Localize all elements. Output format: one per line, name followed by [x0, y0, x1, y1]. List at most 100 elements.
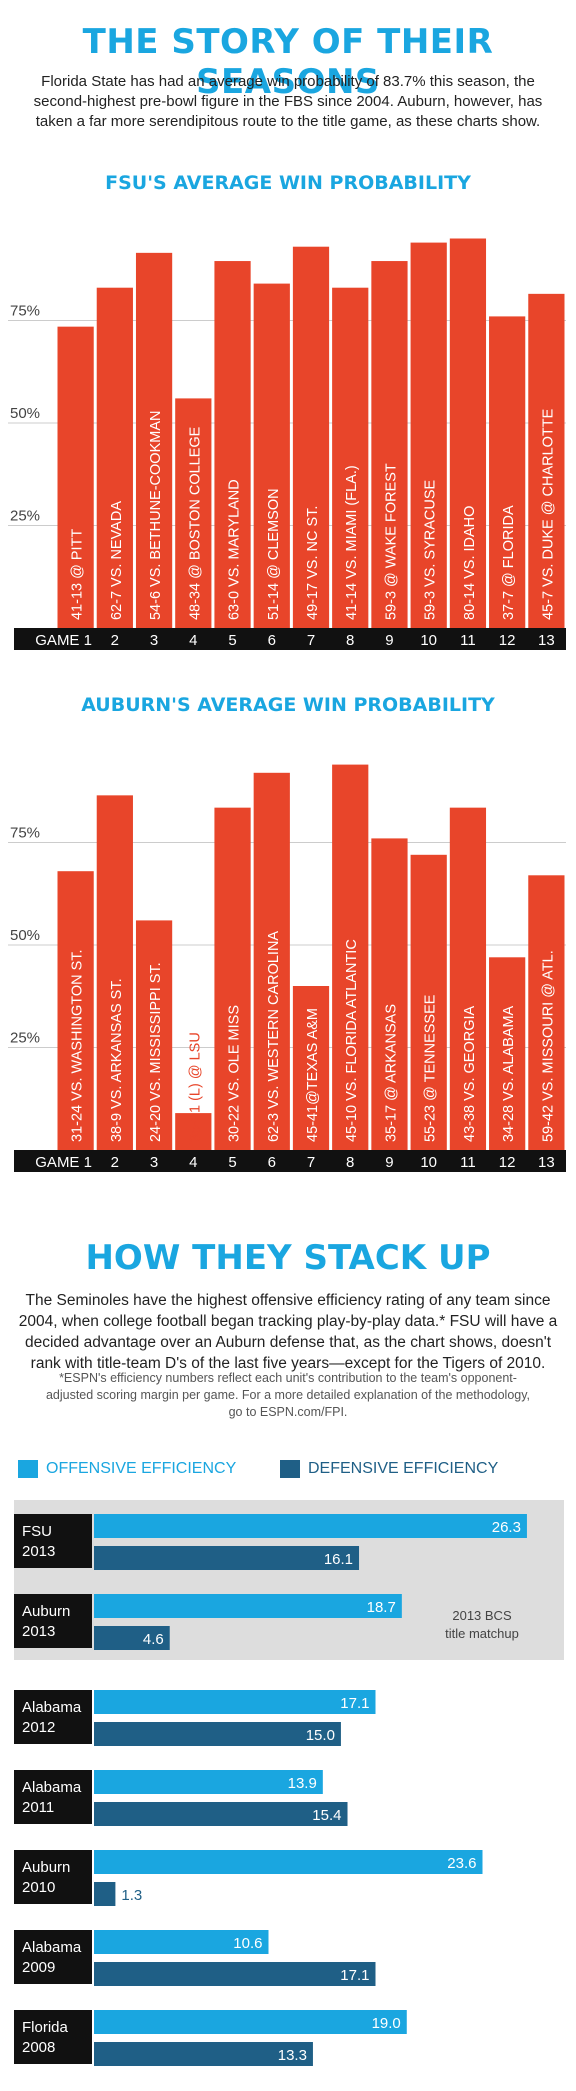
auburn-category-label: 13	[538, 1154, 555, 1171]
defense-bar	[94, 1626, 170, 1650]
fsu-category-label: 3	[150, 632, 158, 649]
efficiency-chart: FSU 2013 26.3 16.1 Auburn 2013 18.7 4.6 Alabama 2…	[14, 1500, 564, 2066]
highlight-note-line1: 2013 BCS	[452, 1608, 512, 1623]
fsu-game-label: 41-14 VS. MIAMI (FLA.)	[344, 465, 360, 620]
defense-bar	[94, 1962, 376, 1986]
stack-title: HOW THEY STACK UP	[85, 1238, 491, 1278]
auburn-category-label: 2	[111, 1154, 119, 1171]
offense-value-label: 17.1	[340, 1695, 369, 1712]
fsu-bar	[371, 261, 408, 628]
auburn-bar	[449, 807, 487, 1150]
offense-value-label: 10.6	[233, 1935, 262, 1952]
fsu-bar	[175, 398, 212, 628]
offense-swatch	[18, 1460, 38, 1478]
fsu-bar	[489, 316, 526, 628]
fsu-win-probability-chart: 25% 50% 75% 41-13 @ PITT 62-7 VS. NEVADA 54-6…	[8, 238, 566, 650]
fsu-category-label: 13	[538, 632, 555, 649]
intro-text: Florida State has had an average win pro…	[33, 73, 543, 130]
defense-value-label: 4.6	[143, 1631, 164, 1648]
fsu-category-label: 2	[111, 632, 119, 649]
fsu-category-label: GAME 1	[35, 632, 92, 649]
team-label-block	[14, 1930, 92, 1984]
fsu-category-label: 12	[499, 632, 516, 649]
auburn-game-label: 43-38 VS. GEORGIA	[462, 1005, 478, 1142]
fsu-bar	[292, 246, 330, 628]
defense-bar	[94, 1546, 360, 1570]
fsu-ytick-label: 50%	[10, 405, 40, 422]
auburn-bar	[410, 854, 447, 1150]
team-year: 2013	[22, 1543, 55, 1560]
auburn-game-label: 38-9 VS. ARKANSAS ST.	[109, 978, 125, 1142]
offense-bar	[94, 1770, 323, 1794]
offense-bar	[94, 1594, 402, 1618]
offense-value-label: 13.9	[288, 1775, 317, 1792]
defense-value-label: 16.1	[324, 1551, 353, 1568]
auburn-category-label: 7	[307, 1154, 315, 1171]
auburn-game-label: 59-42 VS. MISSOURI @ ATL.	[540, 950, 556, 1142]
team-name: Florida	[22, 2019, 69, 2036]
offense-value-label: 18.7	[367, 1599, 396, 1616]
fsu-category-label: 7	[307, 632, 315, 649]
offense-bar	[94, 1690, 376, 1714]
auburn-game-label: 45-41@TEXAS A&M	[305, 1008, 321, 1142]
auburn-category-label: 5	[228, 1154, 236, 1171]
team-label-block	[14, 1594, 92, 1648]
defense-bar	[94, 1882, 116, 1906]
auburn-bar	[175, 1113, 212, 1150]
team-label-block	[14, 2010, 92, 2064]
defense-value-label: 15.4	[312, 1807, 341, 1824]
stack-intro-text: The Seminoles have the highest offensive…	[18, 1292, 558, 1372]
fsu-bar	[332, 287, 369, 628]
auburn-game-label: 34-28 VS. ALABAMA	[501, 1005, 517, 1142]
fsu-game-label: 63-0 VS. MARYLAND	[227, 479, 243, 620]
fsu-game-label: 37-7 @ FLORIDA	[501, 505, 517, 620]
team-year: 2013	[22, 1623, 55, 1640]
auburn-category-label: 8	[346, 1154, 354, 1171]
defense-bar	[94, 1722, 341, 1746]
fsu-game-label: 59-3 @ WAKE FOREST	[383, 463, 399, 620]
footnote: *ESPN's efficiency numbers reflect each …	[45, 1371, 531, 1419]
defense-value-label: 1.3	[121, 1887, 142, 1904]
team-year: 2008	[22, 2039, 55, 2056]
fsu-game-label: 41-13 @ PITT	[70, 529, 86, 620]
defense-bar	[94, 2042, 313, 2066]
auburn-bar	[489, 957, 526, 1150]
auburn-category-label: 9	[385, 1154, 393, 1171]
offense-value-label: 26.3	[492, 1519, 521, 1536]
fsu-chart-title: FSU'S AVERAGE WIN PROBABILITY	[105, 172, 471, 194]
team-label-block	[14, 1850, 92, 1904]
team-year: 2011	[22, 1799, 54, 1816]
auburn-axis-band	[14, 1150, 566, 1172]
defense-value-label: 15.0	[306, 1727, 335, 1744]
auburn-bar	[292, 986, 330, 1150]
auburn-bar	[214, 807, 251, 1150]
fsu-game-label: 59-3 VS. SYRACUSE	[423, 479, 439, 620]
fsu-category-label: 4	[189, 632, 197, 649]
defense-bar	[94, 1802, 348, 1826]
fsu-bar	[135, 252, 173, 628]
fsu-game-label: 80-14 VS. IDAHO	[462, 506, 478, 620]
team-year: 2010	[22, 1879, 55, 1896]
offense-value-label: 19.0	[372, 2015, 401, 2032]
fsu-category-label: 10	[420, 632, 437, 649]
auburn-bar	[253, 772, 290, 1150]
auburn-bar	[57, 871, 94, 1150]
team-name: Auburn	[22, 1603, 70, 1620]
legend-defense-label: DEFENSIVE EFFICIENCY	[308, 1460, 499, 1477]
auburn-category-label: 11	[460, 1154, 476, 1171]
auburn-game-label: 24-20 VS. MISSISSIPPI ST.	[148, 962, 164, 1142]
team-name: Auburn	[22, 1859, 70, 1876]
fsu-game-label: 54-6 VS. BETHUNE-COOKMAN	[148, 411, 164, 621]
fsu-ytick-label: 75%	[10, 303, 40, 320]
auburn-bar	[135, 920, 173, 1150]
legend-defense: DEFENSIVE EFFICIENCY	[280, 1458, 498, 1480]
auburn-game-label: 35-17 @ ARKANSAS	[383, 1004, 399, 1142]
defense-swatch	[280, 1460, 300, 1478]
auburn-game-label: 45-10 VS. FLORIDA ATLANTIC	[344, 939, 360, 1142]
defense-value-label: 17.1	[340, 1967, 369, 1984]
team-year: 2012	[22, 1719, 55, 1736]
auburn-category-label: 4	[189, 1154, 197, 1171]
offense-bar	[94, 1850, 483, 1874]
defense-value-label: 13.3	[278, 2047, 307, 2064]
fsu-bar	[253, 283, 290, 628]
